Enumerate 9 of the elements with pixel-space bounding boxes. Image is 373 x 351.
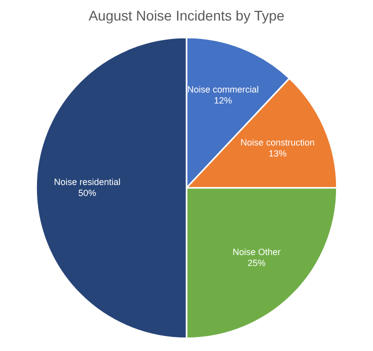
slice-label: Noise construction bbox=[240, 137, 315, 148]
data-label: 13% bbox=[268, 148, 287, 158]
data-label: 50% bbox=[78, 188, 96, 198]
chart-title: August Noise Incidents by Type bbox=[88, 7, 285, 24]
slice-label: Noise commercial bbox=[187, 84, 259, 95]
data-label: 12% bbox=[214, 96, 232, 106]
slice-label: Noise Other bbox=[232, 247, 281, 258]
data-label: 25% bbox=[248, 258, 266, 268]
slice-label: Noise residential bbox=[54, 176, 121, 187]
